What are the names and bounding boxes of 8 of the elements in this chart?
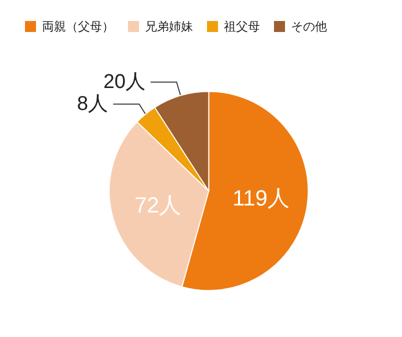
legend-label: 両親（父母）	[42, 20, 114, 34]
legend-label: 祖父母	[224, 20, 260, 34]
data-label: 119人	[232, 186, 290, 211]
data-label: 8人	[77, 93, 108, 116]
data-label: 20人	[103, 71, 146, 94]
legend-label: その他	[291, 20, 327, 34]
data-label: 72人	[134, 192, 182, 218]
legend-label: 兄弟姉妹	[145, 20, 193, 34]
